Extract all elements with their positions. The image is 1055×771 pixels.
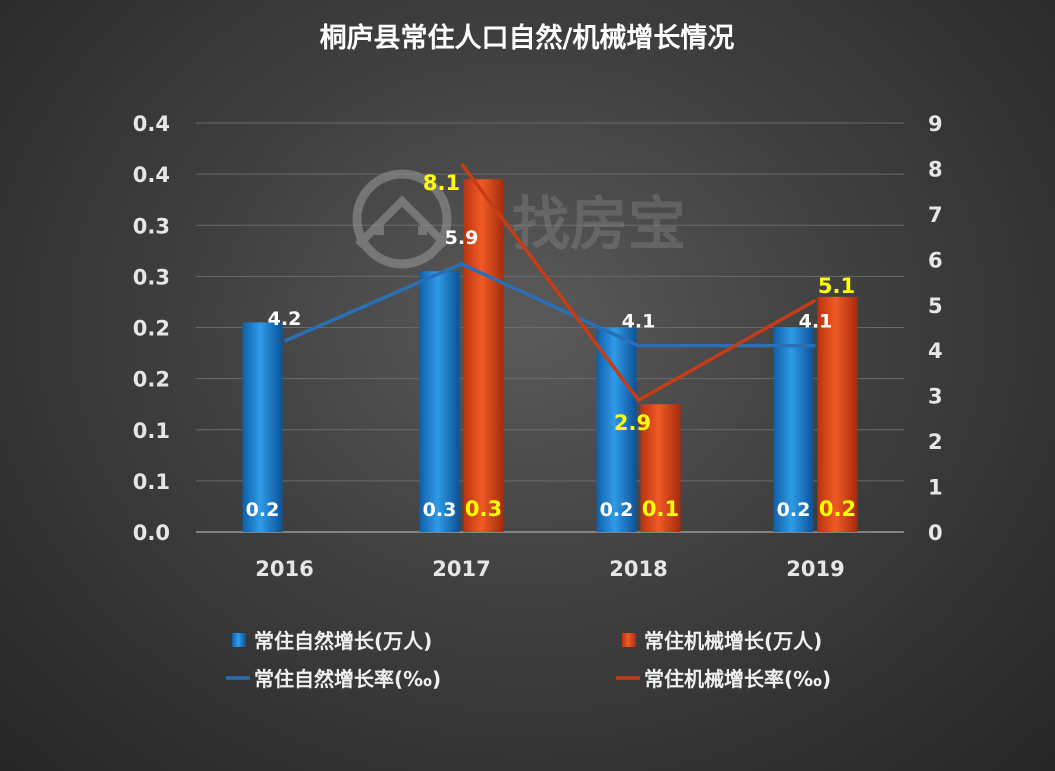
bar-natural-growth — [596, 327, 637, 532]
legend-item-natural-rate: 常住自然增长率(‰) — [226, 667, 441, 691]
chart-title: 桐庐县常住人口自然/机械增长情况 — [320, 22, 735, 54]
legend-item-natural-growth: 常住自然增长(万人) — [232, 629, 432, 653]
line-mechanical-growth-rate — [460, 162, 817, 402]
x-axis-tick-label: 2019 — [786, 557, 844, 581]
legend-label: 常住机械增长率(‰) — [644, 667, 831, 691]
bar-label-mechanical-growth: 0.2 — [819, 497, 856, 521]
line-label-natural-growth-rate: 4.1 — [622, 311, 656, 333]
bar-natural-growth — [419, 271, 460, 532]
legend-swatch-red-bar — [622, 633, 636, 647]
legend-swatch-blue-bar — [232, 633, 246, 647]
x-axis-tick-label: 2018 — [609, 557, 667, 581]
left-axis-tick-label: 0.3 — [133, 214, 170, 238]
right-axis-tick-label: 6 — [928, 248, 943, 272]
bar-mechanical-growth — [463, 179, 504, 533]
bar-label-natural-growth: 0.2 — [600, 499, 634, 521]
watermark-text: 找房宝 — [512, 190, 686, 258]
line-label-natural-growth-rate: 4.2 — [268, 308, 302, 330]
right-axis-tick-label: 1 — [928, 476, 943, 500]
left-axis-ticks: 0.0 0.1 0.1 0.2 0.2 0.3 0.3 0.4 0.4 — [133, 112, 170, 545]
x-axis-tick-label: 2017 — [432, 557, 490, 581]
x-axis-ticks: 2016 2017 2018 2019 — [255, 557, 844, 581]
bar-label-natural-growth: 0.2 — [246, 499, 280, 521]
bars — [242, 179, 858, 533]
line-label-mechanical-growth-rate: 5.1 — [818, 274, 855, 298]
right-axis-ticks: 0 1 2 3 4 5 6 7 8 9 — [928, 112, 943, 545]
bar-mechanical-growth — [817, 296, 858, 532]
legend-item-mechanical-rate: 常住机械增长率(‰) — [616, 667, 831, 691]
left-axis-tick-label: 0.0 — [133, 521, 170, 545]
right-axis-tick-label: 2 — [928, 430, 943, 454]
legend-label: 常住机械增长(万人) — [644, 629, 822, 653]
right-axis-tick-label: 4 — [928, 339, 943, 363]
bar-label-natural-growth: 0.3 — [423, 499, 457, 521]
bar-mechanical-growth — [640, 404, 681, 532]
right-axis-tick-label: 8 — [928, 157, 943, 181]
bar-label-natural-growth: 0.2 — [777, 499, 811, 521]
bar-label-mechanical-growth: 0.3 — [465, 497, 502, 521]
right-axis-tick-label: 0 — [928, 521, 943, 545]
left-axis-tick-label: 0.1 — [133, 470, 170, 494]
left-axis-tick-label: 0.4 — [133, 112, 170, 136]
line-natural-growth-rate — [283, 262, 816, 348]
bar-label-mechanical-growth: 0.1 — [642, 497, 679, 521]
left-axis-tick-label: 0.3 — [133, 265, 170, 289]
watermark: 找房宝 — [352, 169, 686, 269]
left-axis-tick-label: 0.1 — [133, 419, 170, 443]
left-axis-tick-label: 0.2 — [133, 368, 170, 392]
lines — [283, 162, 817, 402]
right-axis-tick-label: 9 — [928, 112, 943, 136]
bar-natural-growth — [242, 322, 283, 532]
line-label-natural-growth-rate: 4.1 — [799, 311, 833, 333]
line-label-natural-growth-rate: 5.9 — [445, 227, 479, 249]
legend: 常住自然增长(万人) 常住机械增长(万人) 常住自然增长率(‰) 常住机械增长率… — [226, 629, 831, 691]
line-label-mechanical-growth-rate: 2.9 — [614, 411, 651, 435]
legend-item-mechanical-growth: 常住机械增长(万人) — [622, 629, 822, 653]
x-axis-tick-label: 2016 — [255, 557, 313, 581]
house-in-circle-icon — [352, 169, 452, 269]
right-axis-tick-label: 5 — [928, 294, 943, 318]
bar-natural-growth — [773, 327, 814, 532]
left-axis-tick-label: 0.2 — [133, 317, 170, 341]
data-labels: 0.2 0.3 0.3 0.2 0.1 0.2 0.2 4.2 5.9 4.1 4.1 8.1 2.9 5… — [246, 171, 856, 521]
right-axis-tick-label: 7 — [928, 203, 943, 227]
left-axis-tick-label: 0.4 — [133, 163, 170, 187]
right-axis-tick-label: 3 — [928, 385, 943, 409]
legend-label: 常住自然增长(万人) — [254, 629, 432, 653]
legend-label: 常住自然增长率(‰) — [254, 667, 441, 691]
line-label-mechanical-growth-rate: 8.1 — [423, 171, 460, 195]
